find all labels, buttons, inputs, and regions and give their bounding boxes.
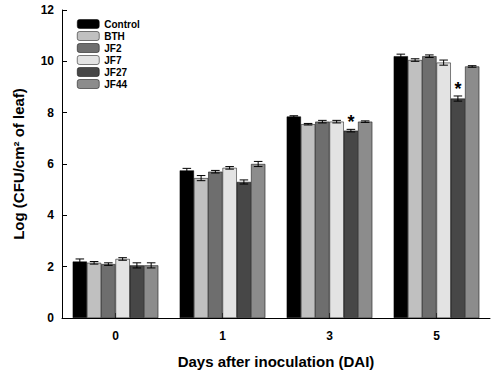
svg-text:Log (CFU/cm² of leaf): Log (CFU/cm² of leaf) — [10, 88, 27, 240]
svg-text:6: 6 — [47, 157, 54, 171]
svg-text:*: * — [454, 79, 461, 99]
svg-text:Days after inoculation (DAI): Days after inoculation (DAI) — [178, 353, 375, 370]
svg-text:JF7: JF7 — [104, 55, 122, 66]
svg-text:Control: Control — [104, 19, 140, 30]
svg-text:0: 0 — [112, 329, 119, 343]
svg-text:12: 12 — [41, 3, 55, 17]
svg-text:8: 8 — [47, 106, 54, 120]
svg-text:5: 5 — [433, 329, 440, 343]
svg-text:4: 4 — [47, 208, 54, 222]
svg-text:JF2: JF2 — [104, 43, 122, 54]
svg-text:3: 3 — [326, 329, 333, 343]
svg-text:JF44: JF44 — [104, 79, 127, 90]
svg-text:*: * — [347, 112, 354, 132]
svg-text:JF27: JF27 — [104, 67, 127, 78]
svg-text:2: 2 — [47, 260, 54, 274]
svg-text:0: 0 — [47, 311, 54, 325]
svg-text:BTH: BTH — [104, 31, 125, 42]
svg-text:1: 1 — [219, 329, 226, 343]
svg-text:10: 10 — [41, 54, 55, 68]
